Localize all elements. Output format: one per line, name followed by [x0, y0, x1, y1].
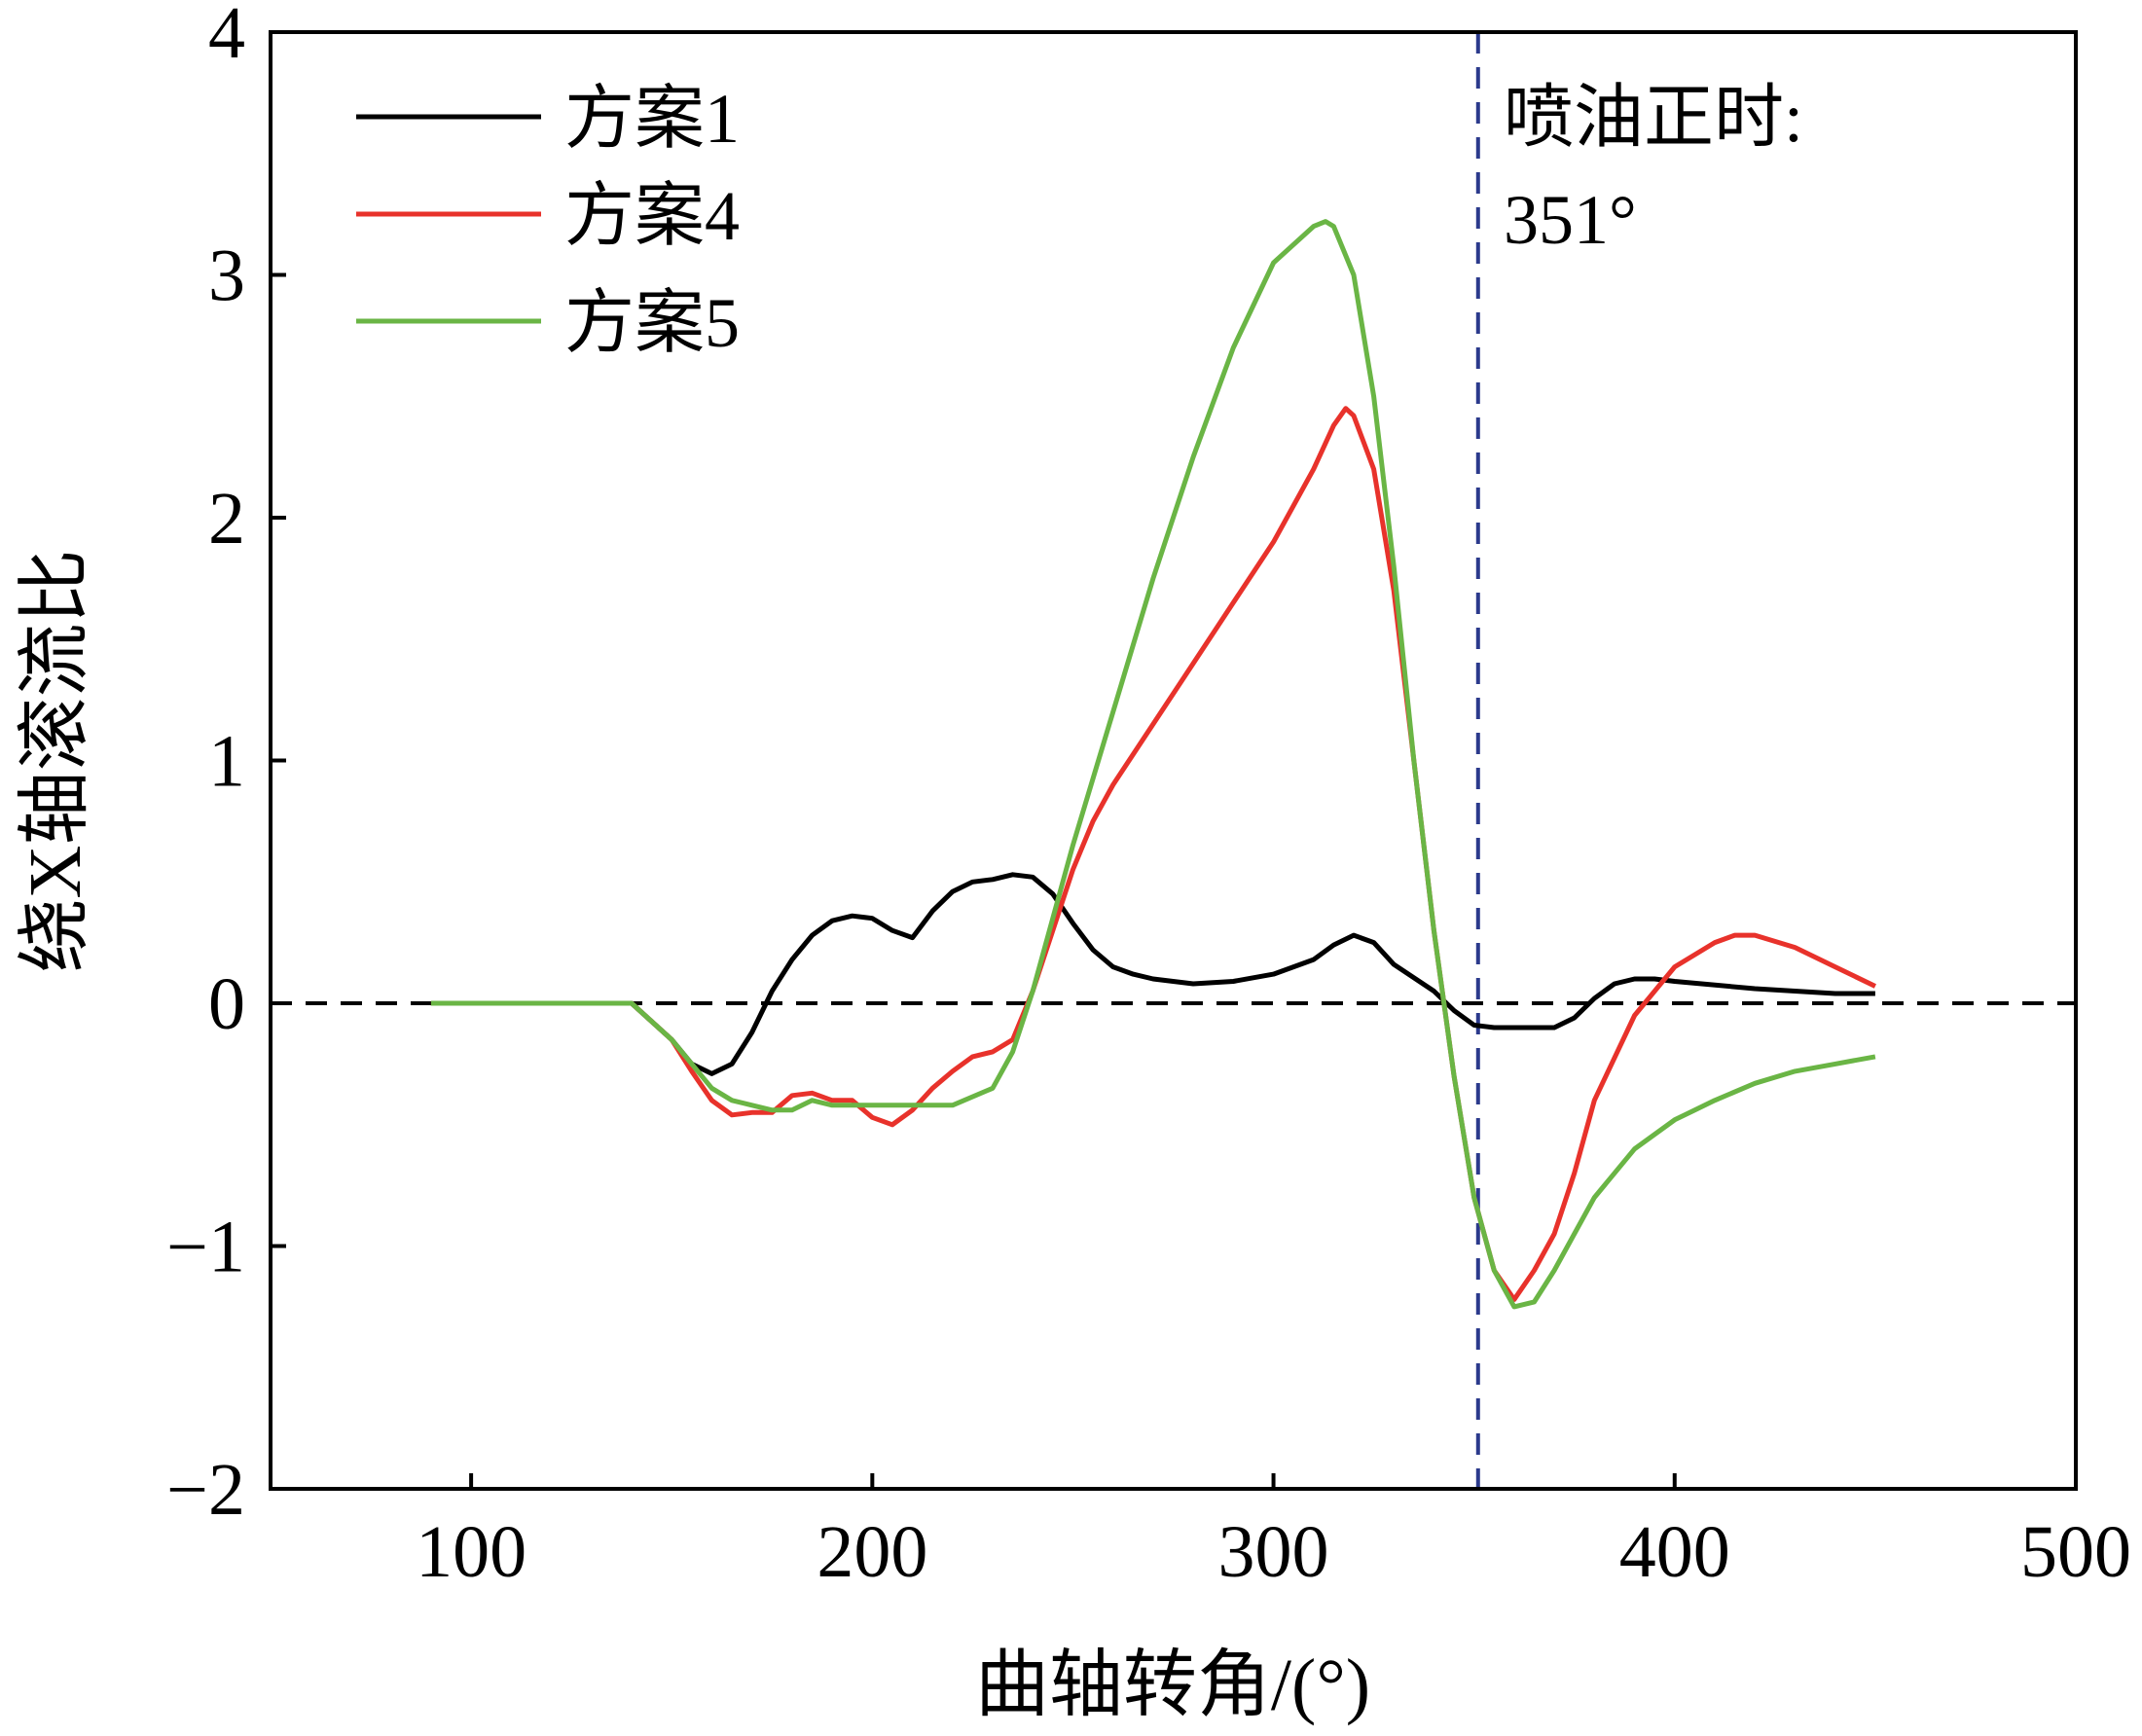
plot-frame — [269, 30, 2078, 1491]
y-axis-title: 绕X轴滚流比 — [15, 550, 96, 973]
series-layer — [430, 219, 1876, 1310]
y-tick-label: 4 — [208, 0, 245, 74]
legend-label-series-3: 方案5 — [564, 284, 740, 362]
annotation-line-2: 351° — [1504, 181, 1637, 259]
y-tick-label: 1 — [208, 721, 245, 803]
x-axis-title: 曲轴转角/(°) — [975, 1645, 1370, 1726]
x-tick-label: 400 — [1619, 1511, 1730, 1593]
series-line-3 — [430, 219, 1876, 1310]
y-tick-label: 0 — [208, 963, 245, 1045]
x-tick-label: 200 — [817, 1511, 927, 1593]
annotation-line-1: 喷油正时: — [1504, 79, 1803, 157]
x-tick-label: 500 — [2020, 1511, 2131, 1593]
legend-label-series-1: 方案1 — [564, 80, 740, 158]
y-tick-label: −2 — [166, 1449, 245, 1531]
y-tick-label: −1 — [166, 1207, 245, 1288]
y-tick-label: 3 — [208, 235, 245, 317]
legend-label-series-2: 方案4 — [564, 177, 740, 255]
legend: 方案1 方案4 方案5 — [356, 80, 740, 362]
x-tick-label: 100 — [416, 1511, 526, 1593]
x-tick-label: 300 — [1218, 1511, 1329, 1593]
injection-timing-annotation: 喷油正时: 351° — [1504, 79, 1803, 259]
series-line-1 — [430, 872, 1875, 1076]
ticks-layer: 100 200 300 400 500 −2 −1 0 1 2 3 4 — [166, 0, 2131, 1593]
y-tick-label: 2 — [208, 478, 245, 560]
series-line-2 — [430, 406, 1876, 1302]
